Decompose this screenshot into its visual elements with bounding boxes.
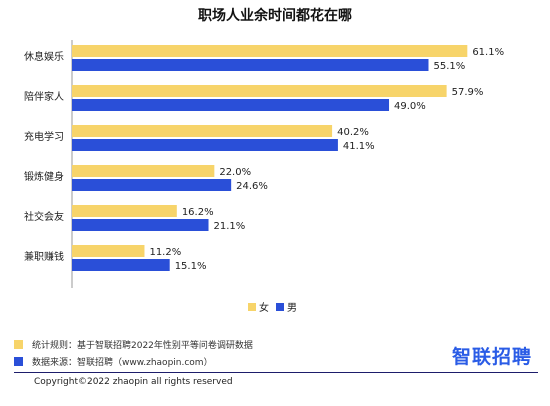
bar-female xyxy=(72,245,145,257)
data-label: 55.1% xyxy=(433,61,465,72)
copyright: Copyright©2022 zhaopin all rights reserv… xyxy=(34,377,233,387)
data-label: 16.2% xyxy=(182,207,214,218)
bar-male xyxy=(72,139,338,151)
stat-rule-text: 统计规则：基于智联招聘2022年性别平等问卷调研数据 xyxy=(32,341,253,351)
bar-female xyxy=(72,165,215,177)
plot-area: 休息娱乐 61.1% 55.1% 陪伴家人 57.9% 49.0% 充电学习 40.2% 41.… xyxy=(24,40,504,288)
category-label: 社交会友 xyxy=(24,210,64,223)
data-source-note: 数据来源：智联招聘（www.zhaopin.com） xyxy=(14,355,213,368)
legend-label: 女 xyxy=(259,301,269,314)
bar-male xyxy=(72,259,170,271)
legend-swatch-female xyxy=(248,303,256,311)
data-label: 40.2% xyxy=(337,127,369,138)
category-label: 充电学习 xyxy=(24,130,64,143)
bar-male xyxy=(72,59,429,71)
category-label: 锻炼健身 xyxy=(24,170,64,183)
category-label: 陪伴家人 xyxy=(24,90,64,103)
data-label: 49.0% xyxy=(394,101,426,112)
bar-male xyxy=(72,219,209,231)
stat-rule-note: 统计规则：基于智联招聘2022年性别平等问卷调研数据 xyxy=(14,338,253,351)
data-label: 41.1% xyxy=(343,141,375,152)
chart-title: 职场人业余时间都花在哪 xyxy=(198,7,352,24)
data-label: 61.1% xyxy=(472,47,504,58)
female-swatch xyxy=(14,340,23,349)
legend-swatch-male xyxy=(276,303,284,311)
footer-divider xyxy=(14,372,538,373)
bar-male xyxy=(72,99,390,111)
data-label: 57.9% xyxy=(452,87,484,98)
bar-female xyxy=(72,85,447,97)
data-label: 15.1% xyxy=(175,261,207,272)
bar-female xyxy=(72,45,468,57)
data-label: 21.1% xyxy=(214,221,246,232)
brand-text: 智联招聘 xyxy=(451,346,532,368)
data-label: 24.6% xyxy=(236,181,268,192)
brand-logo: 智联招聘 xyxy=(452,342,532,369)
legend-label: 男 xyxy=(287,302,297,314)
data-label: 11.2% xyxy=(149,247,181,258)
bar-female xyxy=(72,125,333,137)
data-source-text: 数据来源：智联招聘（www.zhaopin.com） xyxy=(32,358,213,368)
bar-chart: 职场人业余时间都花在哪 休息娱乐 61.1% 55.1% 陪伴家人 57.9% 49.0%… xyxy=(24,7,504,314)
bar-female xyxy=(72,205,177,217)
category-label: 兼职赚钱 xyxy=(24,250,64,263)
male-swatch xyxy=(14,357,23,366)
footer: 统计规则：基于智联招聘2022年性别平等问卷调研数据 数据来源：智联招聘（www… xyxy=(14,336,538,392)
legend: 女男 xyxy=(248,301,297,314)
data-label: 22.0% xyxy=(219,167,251,178)
bar-male xyxy=(72,179,232,191)
category-label: 休息娱乐 xyxy=(24,50,64,63)
